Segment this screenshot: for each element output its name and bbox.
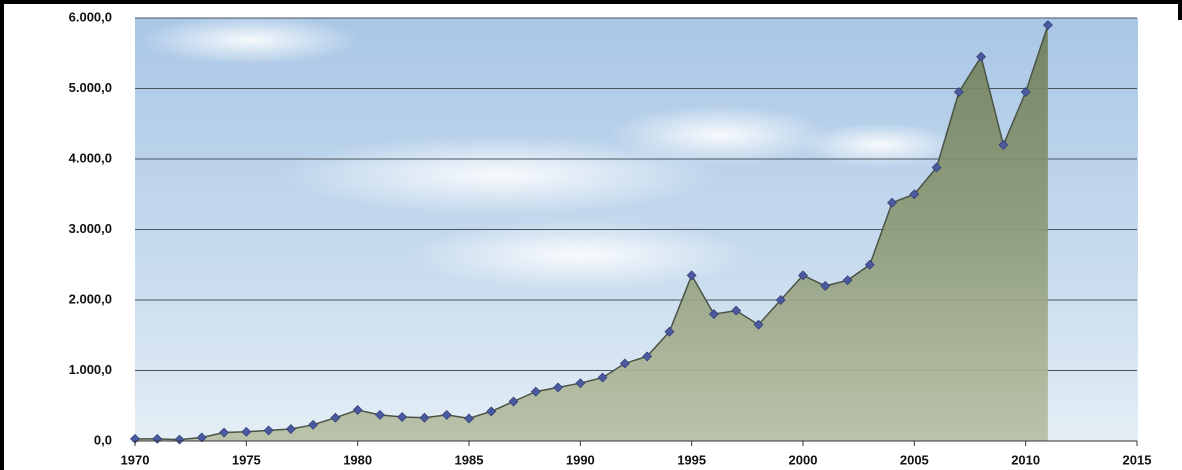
- marker: [464, 413, 474, 424]
- marker: [530, 386, 541, 397]
- cloud: [800, 123, 960, 167]
- y-tick-label: 6.000,0: [69, 9, 112, 24]
- marker: [731, 305, 742, 316]
- marker: [375, 409, 385, 420]
- x-tick-label: 1975: [232, 452, 261, 467]
- marker: [864, 259, 875, 270]
- x-tick-label: 1990: [566, 452, 595, 467]
- marker: [219, 427, 229, 438]
- marker: [419, 412, 430, 423]
- marker: [597, 372, 608, 383]
- marker: [241, 426, 252, 437]
- x-tick-label: 2005: [900, 452, 929, 467]
- x-tick-label: 2015: [1123, 452, 1152, 467]
- marker: [842, 275, 853, 286]
- marker: [352, 405, 363, 415]
- marker: [196, 432, 207, 443]
- marker: [976, 51, 987, 62]
- y-tick-label: 5.000,0: [69, 80, 112, 95]
- marker: [998, 139, 1009, 150]
- cloud: [410, 220, 750, 290]
- y-tick-label: 4.000,0: [69, 150, 112, 165]
- marker: [887, 197, 897, 208]
- marker: [330, 412, 341, 423]
- x-tick-label: 1985: [455, 452, 484, 467]
- marker: [931, 162, 942, 173]
- y-tick-label: 3.000,0: [69, 221, 112, 236]
- y-tick-label: 0,0: [94, 432, 112, 447]
- marker: [753, 319, 764, 330]
- marker: [709, 309, 719, 320]
- cloud: [610, 105, 830, 165]
- marker: [953, 87, 964, 97]
- x-tick-label: 1980: [343, 452, 372, 467]
- y-tick-label: 1.000,0: [69, 362, 112, 377]
- x-tick-label: 1995: [677, 452, 706, 467]
- marker: [775, 295, 786, 305]
- marker: [909, 189, 920, 200]
- marker: [486, 406, 497, 417]
- marker: [397, 412, 408, 422]
- marker: [575, 378, 586, 389]
- marker: [174, 434, 185, 445]
- y-tick-label: 2.000,0: [69, 291, 112, 306]
- plot: [130, 20, 1053, 445]
- x-tick-label: 1970: [121, 452, 150, 467]
- marker: [441, 409, 452, 420]
- cloud: [140, 15, 360, 65]
- marker: [285, 424, 296, 434]
- marker: [1043, 20, 1053, 30]
- marker: [508, 396, 519, 407]
- marker: [263, 425, 274, 436]
- x-tick-label: 2010: [1011, 452, 1040, 467]
- marker: [820, 280, 831, 291]
- cloud: [280, 135, 720, 215]
- marker: [798, 270, 808, 281]
- marker: [664, 326, 675, 337]
- marker: [553, 382, 563, 393]
- marker: [308, 419, 319, 430]
- x-tick-label: 2000: [789, 452, 818, 467]
- area: [135, 25, 1048, 441]
- marker: [1020, 87, 1031, 97]
- marker: [642, 351, 653, 362]
- marker: [619, 358, 630, 369]
- marker: [686, 270, 697, 281]
